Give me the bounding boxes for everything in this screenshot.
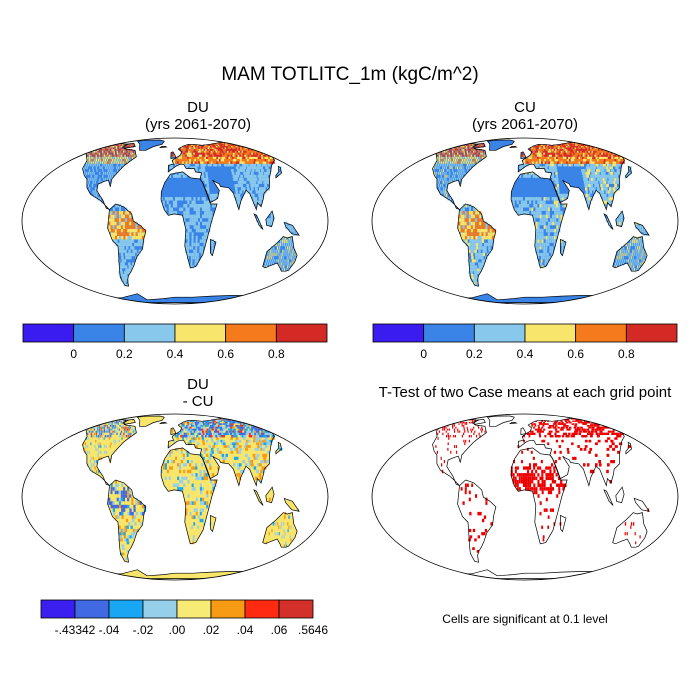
colorbar-swatch (372, 323, 425, 343)
significance-note: Cells are significant at 0.1 level (442, 612, 608, 626)
panel-title-cu: CU (yrs 2061-2070) (375, 99, 675, 133)
colorbar-swatch (108, 599, 144, 619)
map-cu (371, 137, 679, 305)
colorbar-tick-label: .06 (271, 623, 288, 637)
colorbar-tick-label: 0 (420, 347, 427, 361)
main-title: MAM TOTLITC_1m (kgC/m^2) (221, 64, 479, 85)
colorbar-tick-label: 0 (70, 347, 77, 361)
colorbar-swatch (278, 599, 314, 619)
colorbar-swatch (225, 323, 277, 343)
colorbar-tick-label: .5646 (298, 623, 328, 637)
panel-title-cu-line1: CU (514, 99, 536, 116)
colorbar-swatch (575, 323, 627, 343)
colorbar-tick-label: 0.2 (466, 347, 483, 361)
map-diff (21, 413, 329, 581)
colorbar-swatch (22, 323, 75, 343)
colorbar-diff: -.43342 -.04 -.02 .00 .02 .04 .06 .5646 (40, 599, 328, 637)
map-ttest (371, 413, 679, 581)
panel-title-cu-line2: (yrs 2061-2070) (472, 116, 578, 133)
colorbar-swatch (423, 323, 475, 343)
panel-title-diff-line1: DU (187, 376, 209, 393)
colorbar-swatch (142, 599, 178, 619)
colorbar-swatch (176, 599, 212, 619)
map-outline (371, 413, 679, 581)
colorbar-tick-label: .00 (169, 623, 186, 637)
panel-title-diff-line2: - CU (182, 393, 214, 410)
colorbar-swatch (210, 599, 246, 619)
colorbar-swatch (174, 323, 227, 343)
colorbar-tick-label: 0.8 (268, 347, 285, 361)
colorbar-swatch (524, 323, 577, 343)
colorbar-tick-label: 0.8 (618, 347, 635, 361)
panel-title-du: DU (yrs 2061-2070) (48, 99, 348, 133)
colorbar-tick-label: 0.2 (116, 347, 133, 361)
colorbar-tick-label: -.02 (133, 623, 154, 637)
panel-title-du-line1: DU (187, 99, 209, 116)
map-outline (371, 137, 679, 305)
panel-title-ttest: T-Test of two Case means at each grid po… (345, 384, 700, 401)
colorbar-tick-label: -.43342 (55, 623, 96, 637)
colorbar-cu: 0 0.2 0.4 0.6 0.8 (372, 323, 678, 361)
panel-title-diff: DU - CU (48, 376, 348, 410)
colorbar-tick-label: 0.6 (217, 347, 234, 361)
colorbar-du: 0 0.2 0.4 0.6 0.8 (22, 323, 328, 361)
colorbar-tick-label: 0.4 (517, 347, 534, 361)
colorbar-tick-label: 0.6 (567, 347, 584, 361)
map-outline (21, 413, 329, 581)
colorbar-tick-label: 0.4 (167, 347, 184, 361)
colorbar-swatch (473, 323, 526, 343)
colorbar-tick-label: .02 (203, 623, 220, 637)
map-du (21, 137, 329, 305)
colorbar-swatch (74, 599, 110, 619)
colorbar-tick-label: -.04 (99, 623, 120, 637)
colorbar-swatch (244, 599, 280, 619)
colorbar-swatch (275, 323, 328, 343)
panel-title-ttest-line1: T-Test of two Case means at each grid po… (378, 384, 672, 401)
colorbar-swatch (625, 323, 678, 343)
colorbar-tick-label: .04 (237, 623, 254, 637)
panel-title-du-line2: (yrs 2061-2070) (145, 116, 251, 133)
colorbar-swatch (40, 599, 76, 619)
map-land-cells (418, 415, 660, 579)
map-outline (21, 137, 329, 305)
colorbar-swatch (73, 323, 125, 343)
colorbar-swatch (123, 323, 176, 343)
